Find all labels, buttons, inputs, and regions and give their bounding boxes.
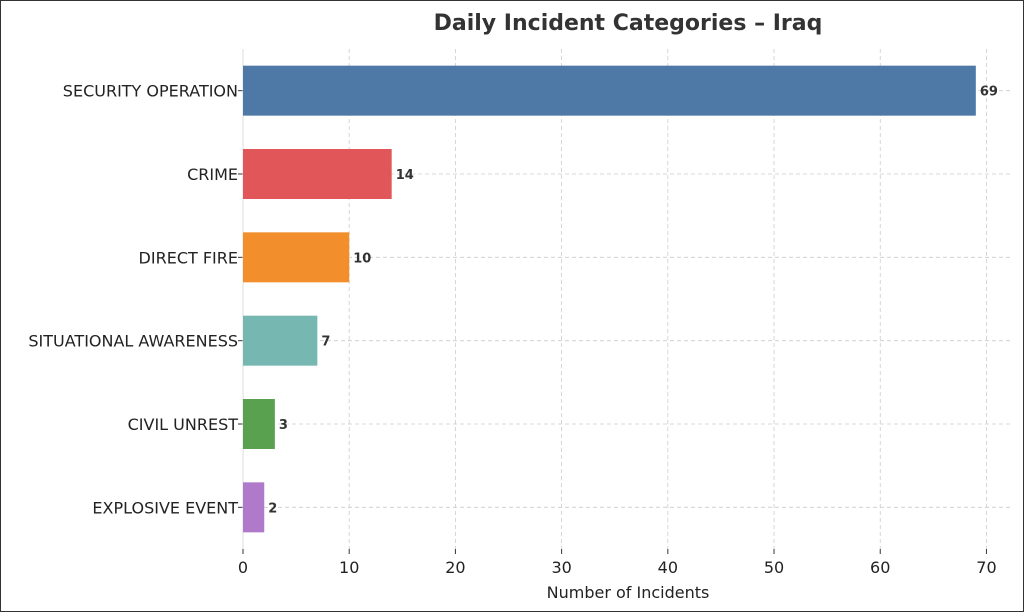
x-tick-label: 0: [238, 558, 248, 577]
category-label: DIRECT FIRE: [139, 248, 238, 267]
x-tick-label: 50: [764, 558, 784, 577]
value-label: 7: [321, 335, 330, 350]
value-label: 2: [268, 501, 277, 516]
bar-explosive-event: [243, 482, 265, 533]
value-label: 10: [353, 251, 371, 266]
value-label: 3: [279, 418, 288, 433]
category-label: CIVIL UNREST: [128, 415, 239, 434]
bar-civil-unrest: [243, 399, 275, 449]
x-tick-label: 60: [870, 558, 890, 577]
chart-title: Daily Incident Categories – Iraq: [434, 11, 823, 36]
x-axis-title: Number of Incidents: [547, 583, 710, 602]
bar-situational-awareness: [243, 315, 318, 366]
labels: SECURITY OPERATION 69 CRIME 14 DIRECT FIRE 10…: [28, 82, 998, 518]
value-label: 14: [396, 168, 414, 183]
bars: [243, 65, 976, 533]
grid-lines: [242, 49, 1013, 549]
bar-security-operation: [243, 65, 976, 116]
axes: 0 10 20 30 40 50 60 70: [238, 49, 997, 577]
value-label: 69: [980, 85, 998, 100]
bar-crime: [243, 149, 392, 199]
x-tick-label: 40: [658, 558, 678, 577]
category-label: EXPLOSIVE EVENT: [92, 498, 238, 517]
category-label: CRIME: [187, 165, 238, 184]
x-tick-label: 20: [445, 558, 465, 577]
x-tick-label: 70: [976, 558, 996, 577]
category-label: SECURITY OPERATION: [63, 82, 238, 101]
category-label: SITUATIONAL AWARENESS: [28, 332, 238, 351]
x-tick-label: 30: [551, 558, 571, 577]
x-tick-label: 10: [339, 558, 359, 577]
bar-direct-fire: [243, 232, 350, 283]
